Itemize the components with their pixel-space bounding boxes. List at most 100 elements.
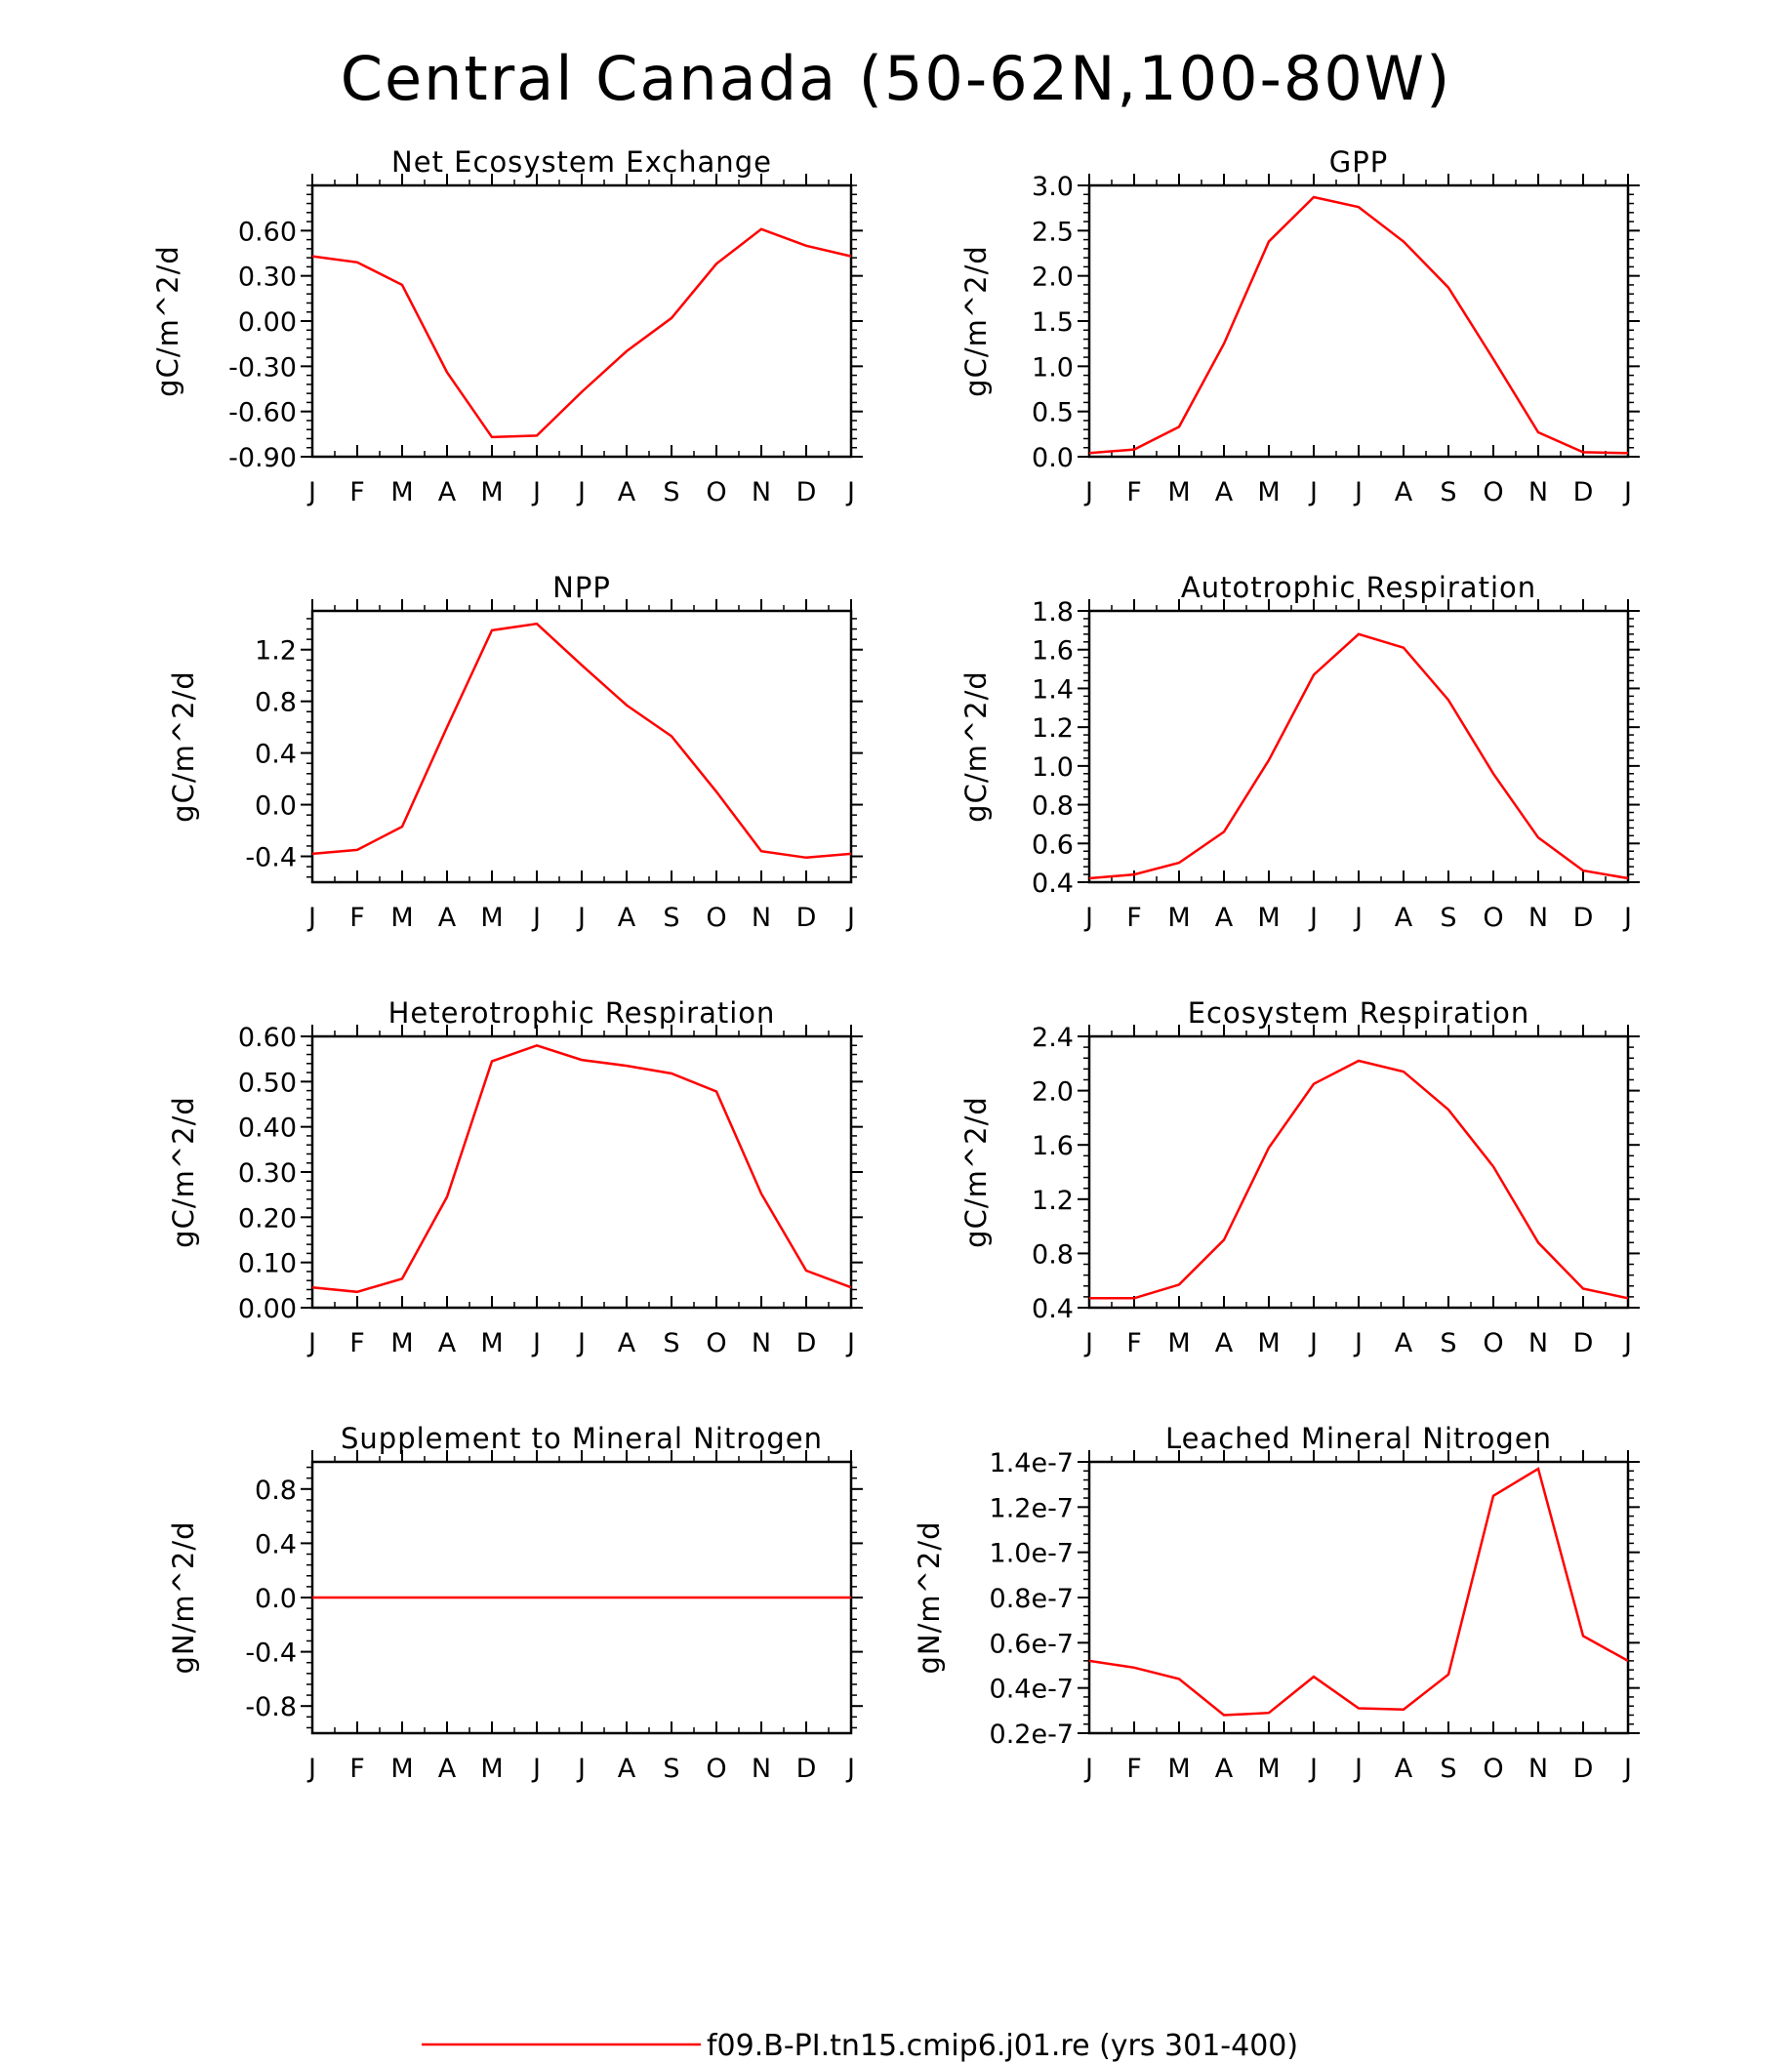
chart-title: Leached Mineral Nitrogen — [1165, 1422, 1552, 1455]
x-tick-label: J — [845, 1328, 855, 1358]
x-tick-label: J — [531, 1328, 541, 1358]
x-tick-label: N — [752, 477, 771, 507]
x-tick-label: S — [663, 1754, 679, 1784]
plot-frame — [1087, 183, 1630, 459]
y-tick-label: 0.6e-7 — [990, 1629, 1074, 1659]
x-tick-label: J — [1083, 1754, 1093, 1784]
chart-title: NPP — [552, 571, 611, 604]
x-tick-label: A — [1395, 1754, 1413, 1784]
x-tick-label: M — [1257, 903, 1280, 933]
x-tick-label: J — [576, 1754, 586, 1784]
y-tick-label: 0.10 — [238, 1249, 297, 1279]
y-tick-label: 2.0 — [1032, 1077, 1074, 1108]
x-tick-label: F — [349, 1328, 365, 1358]
x-tick-label: M — [1167, 1754, 1190, 1784]
x-tick-label: J — [576, 477, 586, 507]
y-tick-label: 0.4e-7 — [990, 1675, 1074, 1705]
x-tick-label: J — [306, 903, 316, 933]
x-tick-label: F — [349, 1754, 365, 1784]
y-tick-label: 2.4 — [1032, 1023, 1074, 1053]
x-tick-label: S — [1440, 1754, 1456, 1784]
x-tick-label: N — [752, 1328, 771, 1358]
x-tick-label: M — [1167, 1328, 1190, 1358]
x-tick-label: D — [796, 1328, 817, 1358]
y-tick-label: 0.4 — [255, 740, 297, 770]
series-line — [1088, 195, 1629, 455]
y-tick-label: 0.5 — [1032, 398, 1074, 428]
y-axis-label: gC/m^2/d — [151, 245, 184, 397]
y-tick-label: 0.0 — [1032, 443, 1074, 473]
x-tick-label: J — [531, 903, 541, 933]
legend-label: f09.B-PI.tn15.cmip6.j01.re (yrs 301-400) — [707, 2029, 1298, 2063]
y-tick-label: 1.0 — [1032, 352, 1074, 383]
series-line — [1088, 632, 1629, 880]
x-tick-label: J — [1353, 903, 1363, 933]
y-axis-label: gC/m^2/d — [167, 670, 200, 823]
x-tick-label: J — [1083, 1328, 1093, 1358]
x-tick-label: O — [706, 1328, 726, 1358]
x-tick-label: J — [1308, 1328, 1318, 1358]
x-tick-label: J — [531, 477, 541, 507]
x-tick-label: A — [438, 1754, 457, 1784]
x-tick-label: A — [438, 1328, 457, 1358]
x-tick-label: J — [1308, 1754, 1318, 1784]
x-tick-label: N — [1528, 1754, 1548, 1784]
y-tick-label: 0.60 — [238, 1023, 297, 1053]
x-tick-label: M — [390, 903, 413, 933]
y-tick-label: -0.8 — [245, 1692, 297, 1722]
chart-title: Ecosystem Respiration — [1188, 996, 1530, 1030]
y-tick-label: 1.8 — [1032, 597, 1074, 627]
y-tick-label: -0.60 — [228, 398, 297, 428]
x-tick-label: A — [618, 1754, 636, 1784]
y-tick-label: -0.90 — [228, 443, 297, 473]
y-tick-label: 0.8 — [1032, 1239, 1074, 1270]
x-tick-label: S — [1440, 1328, 1456, 1358]
x-tick-label: O — [1483, 1754, 1503, 1784]
x-tick-label: J — [1353, 1754, 1363, 1784]
y-tick-label: 0.8e-7 — [990, 1584, 1074, 1614]
x-tick-label: D — [1573, 477, 1594, 507]
x-tick-label: J — [1308, 903, 1318, 933]
x-tick-label: A — [1215, 1754, 1234, 1784]
y-tick-label: 0.4 — [1032, 1294, 1074, 1324]
x-tick-label: M — [1257, 477, 1280, 507]
y-tick-label: 0.30 — [238, 1158, 297, 1189]
x-tick-label: M — [1257, 1328, 1280, 1358]
y-tick-label: 0.60 — [238, 217, 297, 247]
y-axis-label: gN/m^2/d — [167, 1520, 200, 1674]
x-tick-label: F — [1126, 1328, 1142, 1358]
y-tick-label: 0.20 — [238, 1203, 297, 1234]
x-tick-label: N — [1528, 1328, 1548, 1358]
y-tick-label: 0.50 — [238, 1068, 297, 1098]
x-tick-label: J — [576, 903, 586, 933]
y-tick-label: 1.2e-7 — [990, 1493, 1074, 1523]
chart-title: Supplement to Mineral Nitrogen — [341, 1422, 823, 1455]
y-tick-label: 0.30 — [238, 263, 297, 293]
x-tick-label: N — [752, 903, 771, 933]
x-tick-label: A — [618, 1328, 636, 1358]
y-tick-label: 0.8 — [255, 688, 297, 718]
y-tick-label: -0.30 — [228, 352, 297, 383]
x-tick-label: D — [1573, 1328, 1594, 1358]
x-tick-label: D — [796, 477, 817, 507]
x-tick-label: S — [663, 903, 679, 933]
legend: f09.B-PI.tn15.cmip6.j01.re (yrs 301-400) — [422, 2029, 1298, 2063]
x-tick-label: S — [663, 477, 679, 507]
y-tick-label: 0.00 — [238, 1294, 297, 1324]
y-tick-label: 0.8 — [255, 1476, 297, 1506]
x-tick-label: A — [1395, 903, 1413, 933]
x-tick-label: J — [1083, 477, 1093, 507]
x-tick-label: N — [1528, 903, 1548, 933]
y-tick-label: -0.4 — [245, 1639, 297, 1669]
series-line — [311, 227, 852, 439]
x-tick-label: F — [349, 477, 365, 507]
x-tick-label: J — [845, 1754, 855, 1784]
x-tick-label: J — [845, 903, 855, 933]
series-line — [311, 622, 852, 860]
x-tick-label: A — [1215, 903, 1234, 933]
